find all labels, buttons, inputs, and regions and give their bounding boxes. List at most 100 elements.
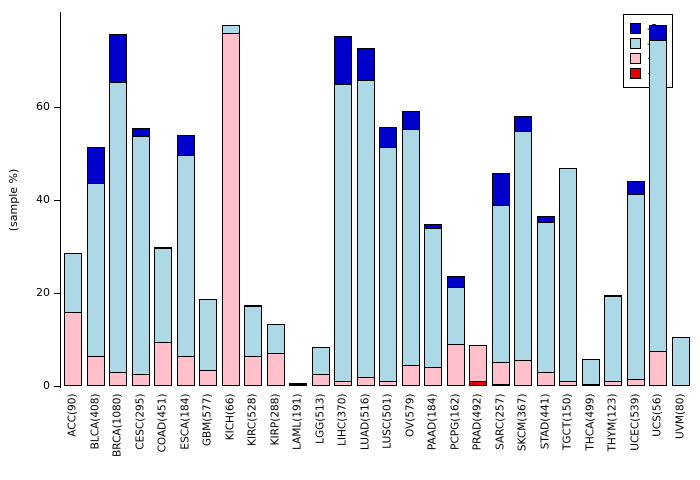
y-tick xyxy=(54,107,60,108)
bar-segment--1 xyxy=(357,80,375,378)
bar-segment-+1 xyxy=(492,362,510,385)
bar-segment--2 xyxy=(627,181,645,195)
y-tick-label: 40 xyxy=(36,193,50,206)
x-category-label: LGG(513) xyxy=(314,393,327,444)
bar-segment--1 xyxy=(334,84,352,382)
bar-segment--1 xyxy=(289,383,307,385)
bar-segment--1 xyxy=(514,131,532,361)
bar-segment--1 xyxy=(132,136,150,375)
bar-segment-+1 xyxy=(267,353,285,386)
x-category-label: LIHC(370) xyxy=(336,393,349,446)
bar-segment-+1 xyxy=(514,360,532,386)
x-category-label: CESC(295) xyxy=(134,393,147,450)
x-category-label: UCEC(539) xyxy=(629,393,642,451)
x-category-label: TGCT(150) xyxy=(561,393,574,451)
bar-segment--1 xyxy=(492,205,510,363)
bar-segment--1 xyxy=(559,168,577,382)
x-category-label: PRAD(492) xyxy=(471,393,484,451)
bar-segment--2 xyxy=(424,224,442,229)
bar-segment--2 xyxy=(402,111,420,130)
legend-swatch-+2 xyxy=(630,68,641,79)
x-category-label: PCPG(162) xyxy=(449,393,462,450)
bar-segment-+1 xyxy=(537,372,555,386)
y-tick xyxy=(54,200,60,201)
y-tick-label: 0 xyxy=(43,379,50,392)
bar-segment-+1 xyxy=(87,356,105,386)
x-category-label: ESCA(184) xyxy=(179,393,192,450)
x-category-label: GBM(577) xyxy=(201,393,214,447)
bar-segment-+1 xyxy=(222,33,240,386)
bar-segment--1 xyxy=(604,296,622,382)
x-category-label: SKCM(367) xyxy=(516,393,529,452)
legend-swatch--2 xyxy=(630,23,641,34)
bar-segment-+1 xyxy=(109,372,127,386)
bar-segment--2 xyxy=(177,135,195,156)
bar-segment--2 xyxy=(109,34,127,83)
bar-segment--2 xyxy=(447,276,465,288)
bar-segment--1 xyxy=(537,222,555,373)
y-tick-label: 60 xyxy=(36,100,50,113)
x-category-label: OV(579) xyxy=(404,393,417,438)
bar-segment--1 xyxy=(177,155,195,357)
bar-segment--2 xyxy=(87,147,105,184)
x-category-label: STAD(441) xyxy=(539,393,552,450)
bar-segment--1 xyxy=(222,25,240,34)
bar-segment--2 xyxy=(514,116,532,132)
bar-segment--1 xyxy=(627,194,645,380)
x-category-label: LUSC(501) xyxy=(381,393,394,449)
bar-segment--1 xyxy=(649,40,667,352)
x-category-label: THYM(123) xyxy=(606,393,619,452)
bar-segment-+1 xyxy=(154,342,172,386)
y-axis-line xyxy=(60,12,61,388)
bar-segment--2 xyxy=(649,25,667,41)
y-tick-label: 20 xyxy=(36,286,50,299)
bar-segment--2 xyxy=(379,127,397,148)
y-tick xyxy=(54,386,60,387)
x-category-label: KIRP(288) xyxy=(269,393,282,446)
bar-segment--1 xyxy=(424,228,442,368)
bar-segment--1 xyxy=(402,129,420,366)
bar-segment--1 xyxy=(582,359,600,385)
y-tick xyxy=(54,293,60,294)
x-category-label: UCS(56) xyxy=(651,393,664,437)
bar-segment--2 xyxy=(132,128,150,137)
bar-segment-+1 xyxy=(357,377,375,386)
bar-segment--1 xyxy=(447,287,465,345)
bar-segment-+1 xyxy=(469,345,487,382)
bar-segment--1 xyxy=(267,324,285,354)
bar-segment--1 xyxy=(109,82,127,373)
bar-segment--2 xyxy=(492,173,510,206)
bar-segment--1 xyxy=(199,299,217,371)
bar-segment-+1 xyxy=(424,367,442,386)
bar-segment--1 xyxy=(87,183,105,357)
y-axis-title: (sample %) xyxy=(7,168,20,232)
bar-segment--2 xyxy=(244,305,262,307)
bar-segment-+1 xyxy=(199,370,217,386)
bar-segment--2 xyxy=(604,295,622,297)
x-category-label: COAD(451) xyxy=(156,393,169,453)
bar-segment--1 xyxy=(64,253,82,313)
bar-segment-+1 xyxy=(312,374,330,386)
bar-segment--2 xyxy=(537,216,555,223)
legend-swatch--1 xyxy=(630,38,641,49)
bar-segment--1 xyxy=(672,337,690,386)
bar-segment-+1 xyxy=(177,356,195,386)
bar-segment--2 xyxy=(154,247,172,249)
bar-segment--2 xyxy=(357,48,375,81)
x-category-label: LAML(191) xyxy=(291,393,304,450)
x-category-label: THCA(499) xyxy=(584,393,597,451)
bar-segment-+1 xyxy=(447,344,465,386)
bar-segment-+1 xyxy=(132,374,150,386)
x-category-label: ACC(90) xyxy=(66,393,79,437)
bar-segment-+1 xyxy=(244,356,262,386)
bar-segment-+1 xyxy=(64,312,82,386)
bar-segment--1 xyxy=(244,306,262,357)
x-category-label: LUAD(516) xyxy=(359,393,372,451)
x-category-label: UVM(80) xyxy=(674,393,687,439)
bar-segment--1 xyxy=(312,347,330,375)
bar-segment--1 xyxy=(379,147,397,382)
x-category-label: KIRC(528) xyxy=(246,393,259,446)
x-category-label: KICH(66) xyxy=(224,393,237,441)
x-category-label: BRCA(1080) xyxy=(111,393,124,457)
